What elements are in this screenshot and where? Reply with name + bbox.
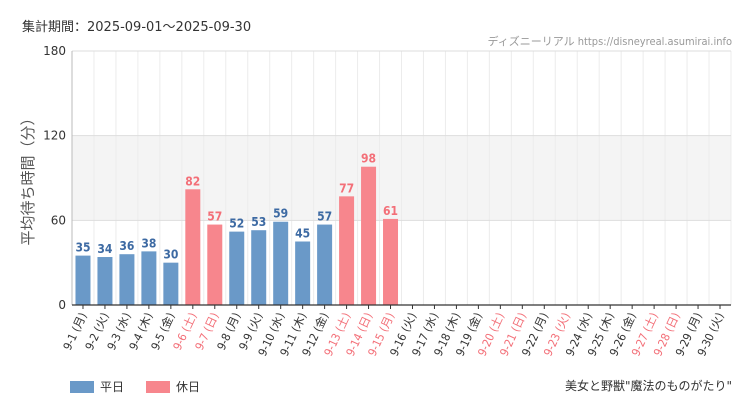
legend-swatch-weekday [70, 380, 94, 393]
legend-item-holiday[interactable]: 休日 [146, 378, 200, 395]
data-label: 35 [75, 241, 90, 255]
bar [273, 221, 289, 305]
bar [141, 251, 157, 305]
bar [229, 231, 245, 305]
bar [163, 262, 179, 305]
data-label: 61 [383, 204, 398, 218]
legend: 平日 休日 [70, 378, 222, 395]
bar [361, 166, 377, 305]
y-axis-title: 平均待ち時間（分） [19, 110, 37, 245]
bar [383, 218, 399, 305]
y-tick-label: 120 [43, 129, 66, 143]
x-tick-labels: 9-1 (月)9-2 (火)9-3 (水)9-4 (木)9-5 (金)9-6 (… [60, 305, 727, 358]
bar [295, 241, 311, 305]
vertical-gridlines [93, 51, 732, 305]
bar [119, 254, 135, 305]
data-label: 38 [141, 236, 156, 250]
site-credit: ディズニーリアル https://disneyreal.asumirai.inf… [487, 35, 732, 48]
legend-label-weekday: 平日 [100, 380, 125, 394]
bar [207, 224, 223, 305]
collection-period: 集計期間：2025-09-01〜2025-09-30 [22, 20, 252, 35]
data-label: 53 [251, 215, 266, 229]
data-label: 45 [295, 227, 310, 241]
bars [75, 166, 399, 305]
bar [317, 224, 333, 305]
data-label: 57 [317, 210, 332, 224]
bar [339, 196, 355, 305]
data-label: 30 [163, 248, 178, 262]
data-label: 77 [339, 181, 354, 195]
data-label: 36 [119, 239, 134, 253]
data-label: 34 [97, 242, 113, 256]
data-label: 98 [361, 152, 376, 166]
data-label: 59 [273, 207, 288, 221]
y-tick-labels: 0 60 120 180 [43, 44, 66, 312]
bar [75, 255, 91, 305]
bar [185, 189, 201, 305]
bar [251, 230, 267, 305]
bar [97, 257, 113, 305]
data-labels: 35 34 36 38 30 82 57 52 53 59 45 57 77 98 61 [75, 152, 398, 262]
data-label: 52 [229, 217, 244, 231]
legend-swatch-holiday [146, 380, 171, 393]
data-label: 57 [207, 210, 222, 224]
data-label: 82 [185, 174, 200, 188]
y-tick-label: 0 [58, 298, 66, 312]
y-tick-label: 180 [43, 44, 66, 58]
attraction-name: 美女と野獣"魔法のものがたり" [564, 379, 732, 393]
legend-item-weekday[interactable]: 平日 [70, 378, 124, 395]
legend-label-holiday: 休日 [176, 380, 201, 394]
y-tick-label: 60 [51, 213, 66, 227]
